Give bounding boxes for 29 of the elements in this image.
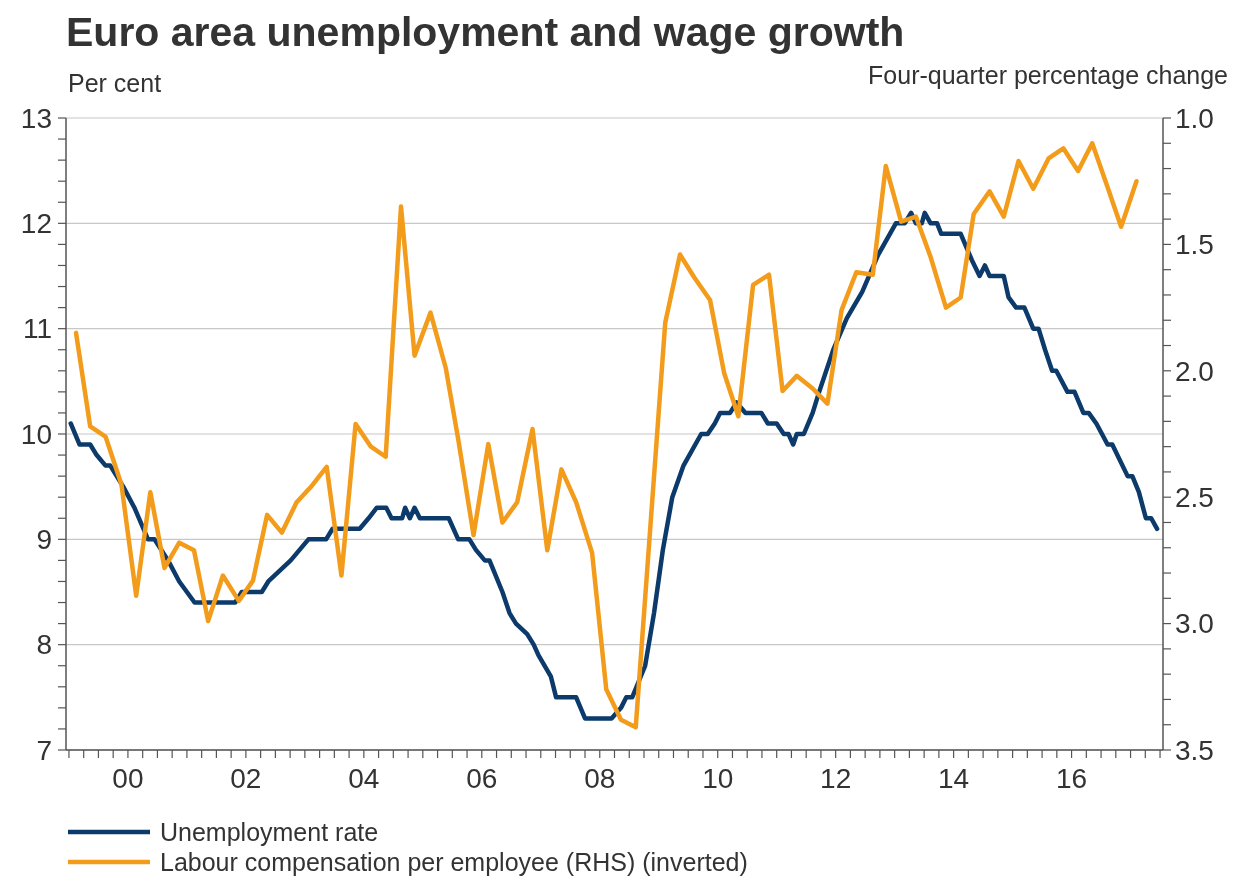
y2-tick-label: 3.0 bbox=[1175, 608, 1214, 640]
y2-axis-title: Four-quarter percentage change bbox=[868, 61, 1228, 89]
y-tick-label: 7 bbox=[36, 734, 52, 766]
x-tick-label: 02 bbox=[230, 763, 262, 794]
y2-tick-label: 2.5 bbox=[1175, 482, 1214, 513]
y-tick-label: 13 bbox=[20, 102, 52, 134]
y-axis-title: Per cent bbox=[68, 69, 162, 97]
y2-tick-label: 3.5 bbox=[1175, 734, 1214, 766]
y-tick-label: 11 bbox=[22, 313, 52, 345]
legend-label: Labour compensation per employee (RHS) (inverted) bbox=[160, 847, 748, 876]
x-tick-label: 00 bbox=[112, 763, 144, 794]
y2-tick-label: 1.0 bbox=[1175, 102, 1214, 134]
y-tick-label: 12 bbox=[20, 208, 52, 240]
x-tick-label: 14 bbox=[938, 763, 970, 794]
y-tick-label: 9 bbox=[36, 524, 52, 556]
chart-title: Euro area unemployment and wage growth bbox=[66, 9, 905, 55]
x-tick-label: 10 bbox=[702, 763, 734, 794]
x-tick-label: 04 bbox=[348, 763, 380, 794]
y-tick-label: 8 bbox=[36, 629, 52, 661]
line-series bbox=[68, 210, 1160, 721]
x-tick-label: 06 bbox=[466, 763, 498, 794]
line-series bbox=[73, 141, 1139, 730]
x-tick-label: 08 bbox=[584, 763, 616, 794]
y2-tick-label: 2.0 bbox=[1175, 355, 1214, 387]
x-tick-label: 16 bbox=[1056, 763, 1088, 794]
y-tick-label: 10 bbox=[20, 418, 52, 450]
x-tick-label: 12 bbox=[820, 763, 852, 794]
legend-label: Unemployment rate bbox=[160, 817, 379, 846]
y2-tick-label: 1.5 bbox=[1175, 229, 1214, 261]
